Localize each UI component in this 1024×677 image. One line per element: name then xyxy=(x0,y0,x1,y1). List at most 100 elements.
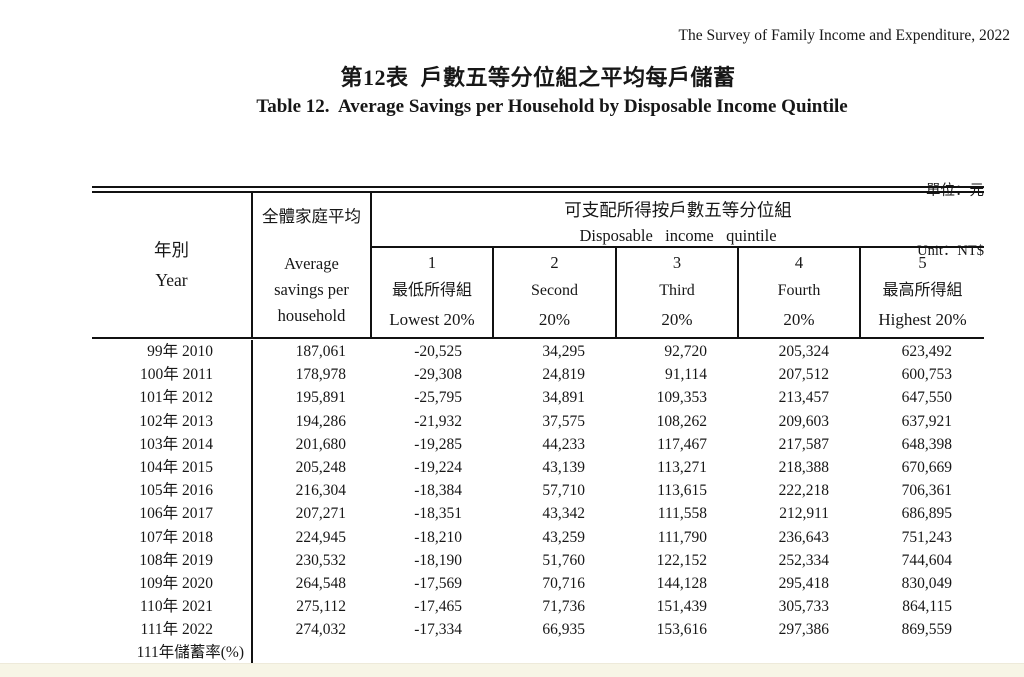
value-cell: 600,753 xyxy=(901,366,952,384)
value-cell: 109,353 xyxy=(656,389,707,407)
value-cell: -18,351 xyxy=(414,505,462,523)
value-cell: 252,334 xyxy=(778,551,829,569)
quintile-1-number: 1 xyxy=(427,253,437,272)
quintile-3-en-pct: 20% xyxy=(661,310,693,329)
value-cell: 117,467 xyxy=(657,435,707,453)
value-cell: 274,032 xyxy=(295,621,346,639)
quintile-2-en-pct: 20% xyxy=(538,310,571,329)
value-cell: -21,932 xyxy=(414,412,462,430)
year-header-en: Year xyxy=(155,270,188,290)
table-row: 102年 2013 194,286 -21,932 37,575 108,262 209,… xyxy=(92,409,984,433)
quintile-4-en-word: Fourth xyxy=(777,282,821,299)
value-cell: 205,248 xyxy=(295,458,346,476)
value-cell: 205,324 xyxy=(778,343,829,360)
value-cell: 216,304 xyxy=(295,482,346,500)
value-cell: -17,465 xyxy=(414,598,462,616)
group-header-zh: 可支配所得按戶數五等分位組 xyxy=(564,200,792,220)
survey-header: The Survey of Family Income and Expendit… xyxy=(678,27,1010,44)
value-cell: 113,615 xyxy=(657,482,707,500)
table-row: 99年 2010 187,061 -20,525 34,295 92,720 205,32… xyxy=(92,340,984,364)
value-cell: 305,733 xyxy=(778,598,829,616)
value-cell: 43,342 xyxy=(542,505,585,523)
year-cell: 103年 2014 xyxy=(92,432,253,456)
value-cell: -19,224 xyxy=(414,458,462,476)
value-cell: 224,945 xyxy=(295,528,346,546)
value-cell: 122,152 xyxy=(656,551,707,569)
value-cell: 706,361 xyxy=(901,482,952,500)
quintile-3-header: 3 Third 20% xyxy=(617,248,739,337)
savings-rate-row: 111年儲蓄率(%) xyxy=(92,641,984,668)
value-cell: 209,603 xyxy=(778,412,829,430)
value-cell: 144,128 xyxy=(656,574,707,592)
value-cell: 212,911 xyxy=(779,505,829,523)
value-cell: -19,285 xyxy=(414,435,462,453)
avg-header-en-line3: household xyxy=(277,306,346,325)
year-cell: 111年 2022 xyxy=(92,618,253,642)
year-cell: 100年 2011 xyxy=(92,363,253,387)
value-cell: 178,978 xyxy=(295,366,346,384)
year-cell: 106年 2017 xyxy=(92,502,253,526)
value-cell: 864,115 xyxy=(902,598,952,616)
quintile-1-zh: 最低所得組 xyxy=(391,282,472,299)
value-cell: 275,112 xyxy=(296,598,346,616)
value-cell: 236,643 xyxy=(778,528,829,546)
value-cell: -18,210 xyxy=(414,528,462,546)
value-cell: 230,532 xyxy=(295,551,346,569)
value-cell: 686,895 xyxy=(901,505,952,523)
table-title-zh: 第12表 戶數五等分位組之平均每戶儲蓄 xyxy=(340,65,736,90)
value-cell: 207,512 xyxy=(778,366,829,384)
year-cell: 107年 2018 xyxy=(92,525,253,549)
value-cell: 222,218 xyxy=(778,482,829,500)
quintile-1-en: Lowest 20% xyxy=(389,310,475,329)
table-row: 100年 2011 178,978 -29,308 24,819 91,114 207,5… xyxy=(92,363,984,387)
table-row: 109年 2020 264,548 -17,569 70,716 144,128 295,… xyxy=(92,571,984,596)
quintile-4-header: 4 Fourth 20% xyxy=(739,248,861,337)
year-cell: 110年 2021 xyxy=(92,595,253,619)
quintile-3-en-word: Third xyxy=(659,282,695,299)
quintile-2-en-word: Second xyxy=(530,282,579,299)
table-row: 105年 2016 216,304 -18,384 57,710 113,615 222,… xyxy=(92,479,984,503)
quintile-4-number: 4 xyxy=(794,253,804,272)
table-row: 111年 2022 274,032 -17,334 66,935 153,616 297,… xyxy=(92,618,984,642)
value-cell: 213,457 xyxy=(778,389,829,407)
avg-header-en-line2: savings per xyxy=(274,280,349,299)
value-cell: 24,819 xyxy=(542,366,585,384)
value-cell: 71,736 xyxy=(542,598,585,616)
value-cell: 111,790 xyxy=(657,528,707,546)
year-cell: 111年儲蓄率(%) xyxy=(92,641,253,668)
value-cell: 113,271 xyxy=(657,458,707,476)
value-cell: 297,386 xyxy=(778,621,829,639)
year-cell: 108年 2019 xyxy=(92,548,253,572)
value-cell: 218,388 xyxy=(778,458,829,476)
value-cell: 111,558 xyxy=(657,505,707,523)
value-cell: 34,295 xyxy=(542,343,585,360)
value-cell: 51,760 xyxy=(542,551,585,569)
year-cell: 99年 2010 xyxy=(92,340,253,364)
value-cell: 43,259 xyxy=(542,528,585,546)
group-header-en: Disposable income quintile xyxy=(579,226,777,245)
avg-header-en-line1: Average xyxy=(284,254,339,273)
value-cell: 194,286 xyxy=(295,412,346,430)
table-row: 103年 2014 201,680 -19,285 44,233 117,467 217,… xyxy=(92,432,984,456)
value-cell: 647,550 xyxy=(901,389,952,407)
value-cell: 43,139 xyxy=(542,458,585,476)
year-column-header: 年別 Year xyxy=(92,193,253,337)
avg-header-en: Average savings per household xyxy=(274,251,349,337)
table-row: 108年 2019 230,532 -18,190 51,760 122,152 252,… xyxy=(92,548,984,572)
table-title-en: Table 12. Average Savings per Household … xyxy=(256,96,848,117)
value-cell: -18,190 xyxy=(414,551,462,569)
year-cell: 104年 2015 xyxy=(92,455,253,480)
value-cell: -18,384 xyxy=(414,482,462,500)
value-cell: -17,334 xyxy=(414,621,462,639)
value-cell: -17,569 xyxy=(414,574,462,592)
year-cell: 101年 2012 xyxy=(92,386,253,410)
value-cell: 151,439 xyxy=(656,598,707,616)
quintile-5-en: Highest 20% xyxy=(878,310,967,329)
value-cell: -25,795 xyxy=(414,389,462,407)
quintile-1-header: 1 最低所得組 Lowest 20% xyxy=(372,248,494,337)
value-cell: 670,669 xyxy=(901,458,952,476)
table-row: 107年 2018 224,945 -18,210 43,259 111,790 236,… xyxy=(92,525,984,549)
value-cell: 91,114 xyxy=(664,366,707,384)
value-cell: 70,716 xyxy=(542,574,585,592)
